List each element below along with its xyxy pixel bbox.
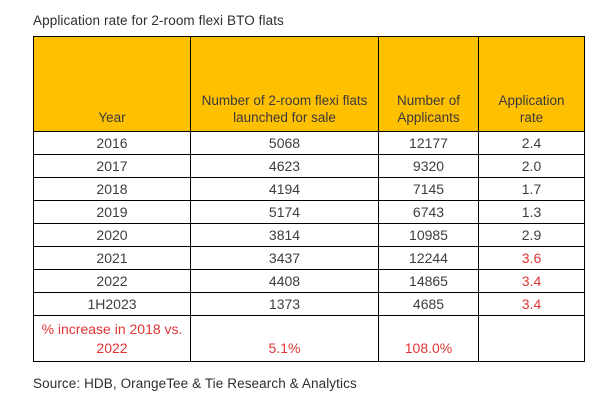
cell-flats: 3437 [190,246,379,270]
cell-flats: 5068 [190,131,379,155]
cell-applicants: 9320 [378,154,479,178]
cell-flats: 4408 [190,269,379,293]
header-row: Year Number of 2-room flexi flats launch… [33,36,585,132]
bto-application-table: Year Number of 2-room flexi flats launch… [33,36,585,362]
column-header-applicants: Number of Applicants [378,36,479,132]
cell-year: 2017 [33,154,191,178]
cell-applicants: 4685 [378,292,479,316]
cell-rate: 2.4 [478,131,585,155]
cell-rate: 3.4 [478,269,585,293]
cell-rate: 1.7 [478,177,585,201]
source-attribution: Source: HDB, OrangeTee & Tie Research & … [33,376,357,391]
summary-flats-pct: 5.1% [190,315,379,362]
cell-applicants: 10985 [378,223,479,247]
cell-rate: 3.6 [478,246,585,270]
table-row: 2019 5174 6743 1.3 [33,200,585,224]
cell-rate: 2.9 [478,223,585,247]
cell-rate: 2.0 [478,154,585,178]
cell-applicants: 7145 [378,177,479,201]
table-row: 2021 3437 12244 3.6 [33,246,585,270]
cell-applicants: 12244 [378,246,479,270]
cell-applicants: 14865 [378,269,479,293]
page: Application rate for 2-room flexi BTO fl… [33,13,585,391]
cell-year: 2016 [33,131,191,155]
cell-rate: 1.3 [478,200,585,224]
table-row: 2018 4194 7145 1.7 [33,177,585,201]
cell-flats: 5174 [190,200,379,224]
table-row: 2017 4623 9320 2.0 [33,154,585,178]
cell-applicants: 12177 [378,131,479,155]
cell-flats: 4194 [190,177,379,201]
cell-year: 2020 [33,223,191,247]
table-row: 2022 4408 14865 3.4 [33,269,585,293]
cell-year: 2022 [33,269,191,293]
table-row: 2016 5068 12177 2.4 [33,131,585,155]
cell-flats: 3814 [190,223,379,247]
cell-year: 2018 [33,177,191,201]
cell-rate: 3.4 [478,292,585,316]
summary-applicants-pct: 108.0% [378,315,479,362]
column-header-application-rate: Application rate [478,36,585,132]
table-title: Application rate for 2-room flexi BTO fl… [33,13,284,28]
summary-label: % increase in 2018 vs. 2022 [33,315,191,362]
table-row: 1H2023 1373 4685 3.4 [33,292,585,316]
cell-applicants: 6743 [378,200,479,224]
cell-year: 2021 [33,246,191,270]
cell-year: 2019 [33,200,191,224]
summary-row: % increase in 2018 vs. 2022 5.1% 108.0% [33,315,585,362]
cell-year: 1H2023 [33,292,191,316]
column-header-flats-launched: Number of 2-room flexi flats launched fo… [190,36,379,132]
cell-flats: 1373 [190,292,379,316]
cell-flats: 4623 [190,154,379,178]
table-row: 2020 3814 10985 2.9 [33,223,585,247]
summary-rate-empty [478,315,585,362]
column-header-year: Year [33,36,191,132]
